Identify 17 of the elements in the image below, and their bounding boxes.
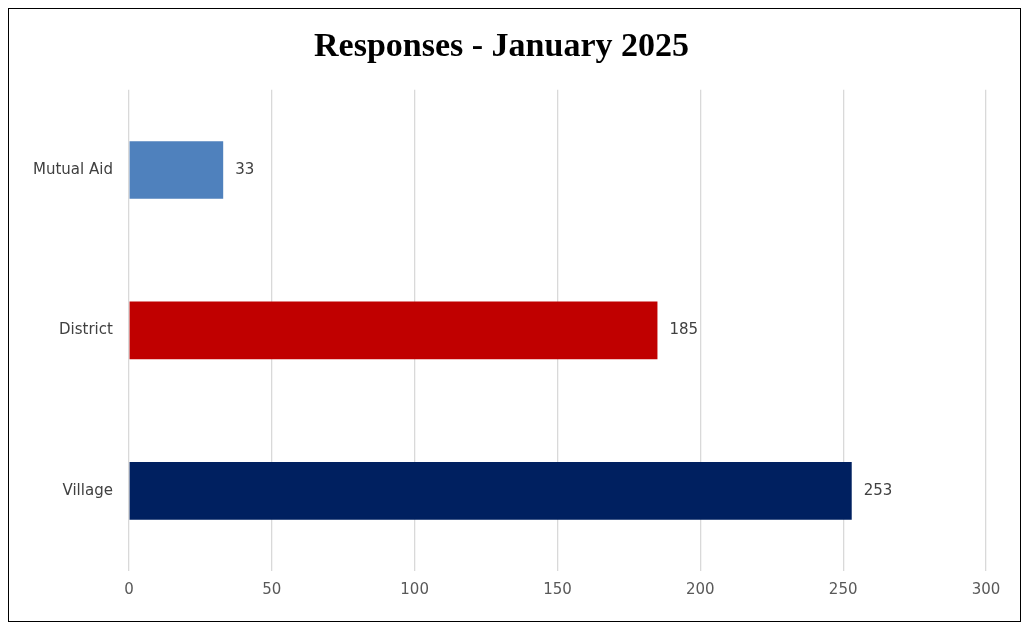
x-tick-label: 250 [828,579,858,598]
x-tick-label: 0 [124,579,134,598]
x-tick-label: 200 [685,579,715,598]
bar [129,461,852,520]
bar [129,301,658,360]
data-label: 33 [235,159,255,178]
y-tick-label: District [59,320,114,339]
data-label: 253 [863,480,893,499]
x-tick-label: 100 [400,579,429,598]
chart-title: Responses - January 2025 [314,26,689,64]
bar [129,141,224,199]
x-tick-label: 300 [971,579,1001,598]
x-tick-label: 150 [543,579,572,598]
x-tick-label: 50 [262,579,282,598]
y-tick-label: Mutual Aid [32,159,113,178]
y-tick-label: Village [62,480,113,499]
data-label: 185 [669,320,699,339]
